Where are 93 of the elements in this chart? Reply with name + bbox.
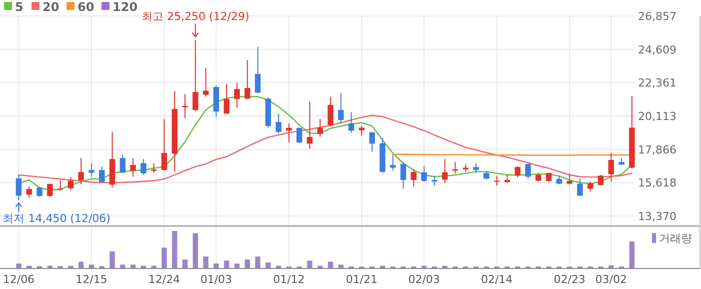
y-tick-label: 26,857 [638,10,676,23]
candlestick [234,82,240,108]
candlestick [68,176,74,190]
x-tick-label: 12/06 [2,273,35,286]
bar [255,256,260,268]
bar [172,231,178,268]
candlestick [348,112,354,134]
bar [214,264,219,268]
x-tick-label: 02/14 [480,273,513,286]
annotation: 최고 25,250 (12/29) [142,10,250,23]
candlestick [224,84,230,114]
bar [162,248,167,268]
candlestick [328,96,334,128]
y-tick-label: 15,618 [638,176,676,190]
candlestick [390,154,396,172]
candlestick [47,183,53,198]
candlestick [192,39,198,112]
bar [244,259,250,268]
candlestick [57,180,64,192]
legend-label: 120 [112,0,138,14]
bar [182,259,188,268]
bar [608,265,614,268]
legend-label: 20 [42,0,60,14]
x-tick-label: 02/23 [554,273,586,286]
candlestick [546,172,552,183]
x-tick-label: 01/12 [273,273,305,286]
candlestick [494,175,500,186]
bar [203,256,208,268]
candlestick [598,174,604,186]
x-tick-label: 02/03 [408,273,440,286]
bar [78,262,84,268]
candlestick [442,158,448,184]
y-tick-label: 22,361 [638,76,676,90]
candlestick [202,68,209,98]
candlestick [338,92,344,124]
candlestick [26,186,32,198]
candlestick [244,60,250,100]
bar [110,251,115,268]
candlestick [286,122,292,144]
x-tick-label: 01/03 [200,273,232,286]
candlestick [473,162,479,174]
x-tick-label: 12/24 [148,273,180,286]
bar [192,233,198,268]
candlestick [410,168,417,188]
candlestick [36,186,42,198]
bar [629,241,635,268]
candlestick [421,166,427,182]
bar [328,262,334,268]
candlestick [254,46,261,94]
bar [120,264,126,268]
bar [224,260,230,268]
candlestick [577,178,583,196]
candlestick [296,127,302,144]
candlestick [120,154,126,174]
bar [234,264,240,268]
candlestick [525,163,531,180]
candlestick [150,162,157,174]
bar [88,264,94,268]
candlestick [99,166,105,184]
candlestick [130,158,136,178]
candlestick [78,158,84,185]
y-tick-label: 20,113 [638,110,676,124]
candlestick [276,112,282,134]
candlestick [16,174,22,200]
candlestick [182,93,188,119]
candlestick [587,181,594,192]
bar [266,262,271,268]
legend-label: 5 [15,0,24,14]
candlestick [140,158,146,176]
bar [130,264,136,268]
candlestick [358,125,365,136]
bar [16,264,22,268]
legend-label: 거래량 [659,232,692,245]
annotation: 최저 14,450 (12/06) [2,212,110,225]
y-tick-label: 24,609 [638,43,676,56]
candlestick [369,131,375,152]
legend-label: 60 [78,0,94,14]
candlestick [88,162,94,178]
x-tick-label: 01/21 [346,273,378,286]
candlestick [566,173,572,186]
x-tick-label: 12/15 [76,273,108,286]
candlestick [432,175,438,186]
candlestick [161,118,168,171]
bar [307,260,312,268]
bar [338,264,344,268]
candlestick [608,152,614,182]
candlestick [514,166,520,178]
y-tick-label: 13,370 [638,210,676,223]
candlestick [317,118,323,138]
candlestick [306,101,313,150]
x-tick-label: 03/02 [595,273,627,286]
y-tick-label: 17,866 [638,143,676,156]
candlestick [400,162,406,190]
